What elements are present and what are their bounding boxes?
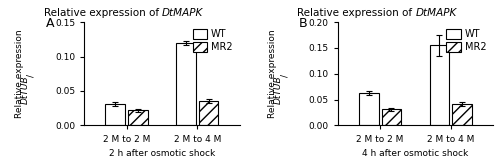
X-axis label: 4 h after osmotic shock: 4 h after osmotic shock xyxy=(362,149,469,158)
Text: A: A xyxy=(46,17,54,30)
Bar xyxy=(106,104,125,125)
Bar xyxy=(359,93,378,125)
Text: DtTUB: DtTUB xyxy=(21,75,30,104)
Text: Relative expression of: Relative expression of xyxy=(44,8,162,18)
Text: B: B xyxy=(299,17,308,30)
Text: Relative expression
/: Relative expression / xyxy=(268,29,289,118)
Bar xyxy=(128,110,148,125)
Text: DtTUB: DtTUB xyxy=(274,75,283,104)
Legend: WT, MR2: WT, MR2 xyxy=(444,27,488,54)
Bar xyxy=(176,43,196,125)
Text: Relative expression
/: Relative expression / xyxy=(15,29,36,118)
X-axis label: 2 h after osmotic shock: 2 h after osmotic shock xyxy=(109,149,215,158)
Text: DtMAPK: DtMAPK xyxy=(162,8,203,18)
Bar xyxy=(382,109,402,125)
Bar xyxy=(430,45,450,125)
Bar xyxy=(452,104,472,125)
Bar xyxy=(198,101,218,125)
Text: Relative expression of: Relative expression of xyxy=(297,8,416,18)
Legend: WT, MR2: WT, MR2 xyxy=(190,27,234,54)
Text: DtMAPK: DtMAPK xyxy=(416,8,457,18)
